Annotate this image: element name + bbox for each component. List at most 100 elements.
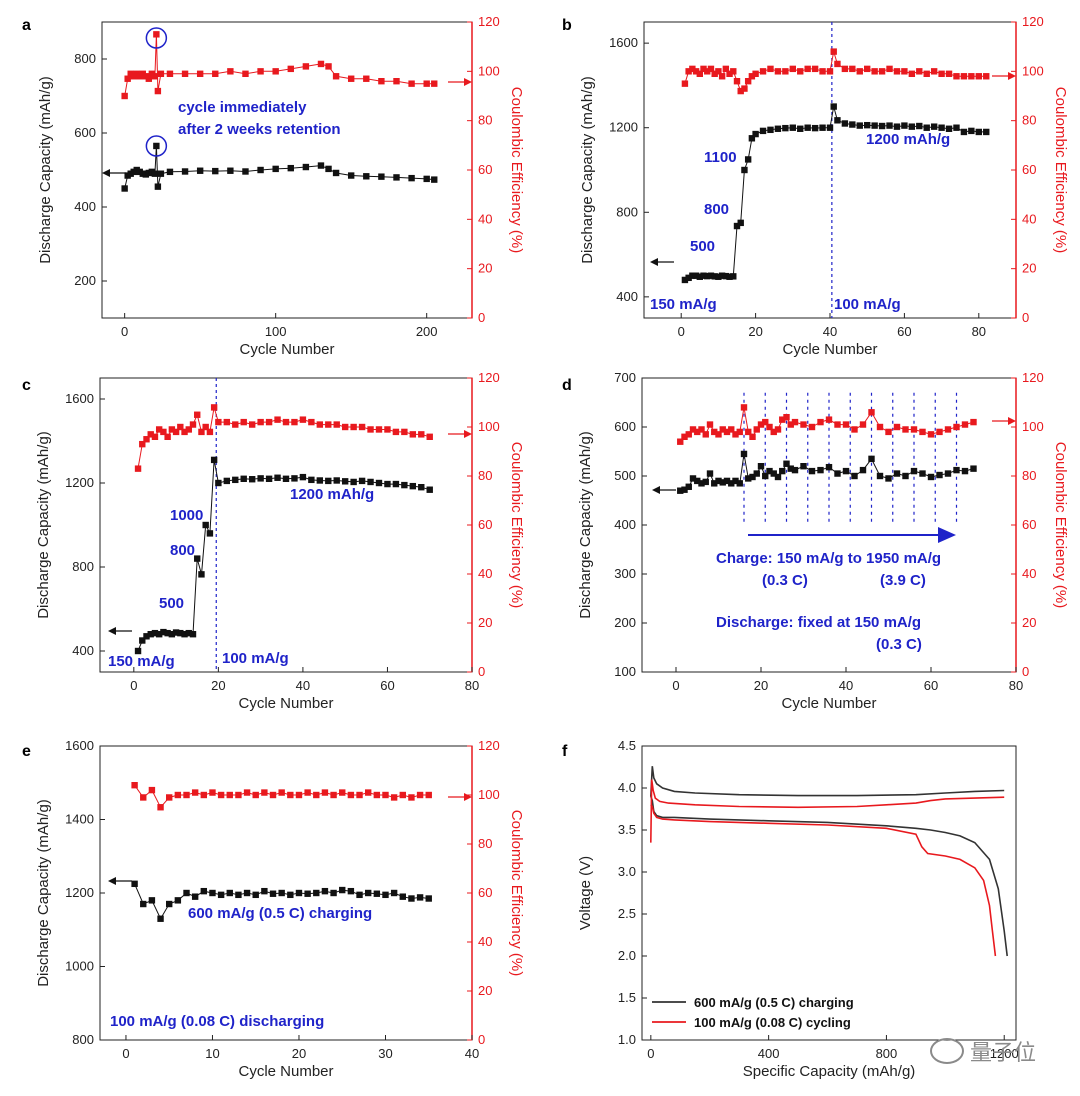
efficiency-point-c bbox=[189, 421, 197, 428]
efficiency-point-b bbox=[923, 70, 930, 77]
capacity-point-e bbox=[416, 894, 424, 901]
capacity-point-e bbox=[287, 891, 294, 899]
efficiency-point-d bbox=[936, 428, 943, 436]
capacity-point-b bbox=[830, 103, 837, 110]
capacity-point-c bbox=[134, 647, 142, 655]
capacity-point-e bbox=[183, 889, 190, 897]
efficiency-point-a bbox=[393, 78, 400, 85]
capacity-point-c bbox=[375, 479, 383, 487]
y2-tick-label-c: 20 bbox=[478, 615, 492, 630]
efficiency-point-b bbox=[722, 65, 730, 73]
y2-axis-label-a: Coulombic Efficiency (%) bbox=[508, 87, 525, 253]
capacity-point-b bbox=[797, 125, 804, 132]
efficiency-point-a bbox=[363, 75, 370, 82]
y-tick-label-b: 800 bbox=[616, 204, 638, 219]
efficiency-point-e bbox=[295, 791, 303, 799]
capacity-point-b bbox=[681, 276, 689, 284]
efficiency-point-b bbox=[789, 65, 796, 73]
efficiency-point-b bbox=[744, 78, 752, 85]
efficiency-point-c bbox=[160, 428, 167, 436]
efficiency-point-a bbox=[347, 75, 355, 82]
y2-tick-label-c: 60 bbox=[478, 517, 492, 532]
watermark-text: 量子位 bbox=[970, 1040, 1037, 1065]
capacity-axis-arrowhead-b bbox=[650, 258, 658, 266]
capacity-point-b bbox=[733, 222, 741, 230]
efficiency-point-b bbox=[856, 68, 863, 75]
efficiency-point-c bbox=[341, 423, 349, 431]
capacity-point-d bbox=[842, 467, 850, 475]
capacity-point-c bbox=[181, 631, 188, 638]
efficiency-point-b bbox=[718, 73, 726, 80]
efficiency-point-c bbox=[265, 418, 273, 426]
efficiency-point-a bbox=[325, 63, 332, 70]
capacity-point-c bbox=[282, 475, 290, 482]
efficiency-point-c bbox=[384, 426, 391, 433]
efficiency-point-d bbox=[677, 438, 684, 445]
x-axis-label-b: Cycle Number bbox=[782, 341, 877, 358]
capacity-point-d bbox=[702, 478, 709, 486]
efficiency-point-c bbox=[181, 428, 188, 436]
capacity-point-b bbox=[916, 122, 923, 130]
capacity-point-a bbox=[257, 166, 264, 174]
capacity-point-d bbox=[970, 465, 977, 472]
efficiency-point-c bbox=[143, 436, 150, 443]
efficiency-point-a bbox=[332, 73, 340, 80]
y2-tick-label-d: 40 bbox=[1022, 566, 1036, 581]
efficiency-point-b bbox=[819, 68, 826, 75]
efficiency-point-b bbox=[774, 68, 782, 75]
capacity-line-a bbox=[124, 145, 435, 189]
capacity-point-d bbox=[749, 473, 756, 481]
capacity-point-c bbox=[189, 631, 197, 638]
efficiency-point-d bbox=[698, 426, 705, 433]
capacity-point-d bbox=[736, 480, 743, 487]
capacity-point-e bbox=[399, 893, 406, 900]
capacity-point-d bbox=[779, 467, 786, 475]
efficiency-point-b bbox=[830, 48, 837, 55]
efficiency-point-d bbox=[766, 423, 773, 431]
capacity-point-d bbox=[740, 450, 748, 458]
y2-tick-label-c: 120 bbox=[478, 370, 500, 385]
y2-tick-label-d: 100 bbox=[1022, 419, 1044, 434]
capacity-point-b bbox=[923, 124, 930, 131]
capacity-point-d bbox=[800, 463, 807, 470]
plot-e: 0 10 20 30 40 800 1000 1200 1400 1600 0 20 40 60 80 100… bbox=[35, 738, 525, 1080]
x-tick-label-d: 60 bbox=[924, 678, 938, 693]
voltage-curve-black bbox=[650, 796, 1008, 957]
capacity-point-a bbox=[154, 183, 162, 190]
efficiency-point-e bbox=[416, 791, 424, 799]
efficiency-point-e bbox=[226, 791, 233, 799]
capacity-point-b bbox=[901, 122, 908, 129]
x-tick-label-a: 0 bbox=[121, 324, 128, 339]
y-tick-label-c: 1600 bbox=[65, 391, 94, 406]
y2-tick-label-e: 20 bbox=[478, 983, 492, 998]
x-tick-label-e: 10 bbox=[205, 1046, 219, 1061]
y-tick-label-e: 800 bbox=[72, 1032, 94, 1047]
x-tick-label-b: 40 bbox=[823, 324, 837, 339]
efficiency-point-a bbox=[121, 92, 128, 100]
capacity-point-b bbox=[730, 273, 737, 280]
y-tick-label-f: 3.0 bbox=[618, 864, 636, 879]
efficiency-point-c bbox=[375, 426, 383, 433]
y2-tick-label-e: 120 bbox=[478, 738, 500, 753]
voltage-curve-red bbox=[650, 779, 1005, 843]
capacity-point-b bbox=[893, 123, 901, 130]
capacity-point-d bbox=[689, 475, 697, 482]
capacity-point-b bbox=[689, 272, 696, 279]
efficiency-point-e bbox=[313, 791, 320, 799]
capacity-point-c bbox=[341, 478, 349, 485]
rate-ramp-arrowhead bbox=[938, 527, 956, 543]
capacity-point-d bbox=[770, 470, 777, 477]
capacity-point-c bbox=[198, 571, 205, 578]
efficiency-point-b bbox=[826, 68, 834, 75]
efficiency-point-d bbox=[732, 431, 739, 438]
capacity-point-b bbox=[864, 121, 871, 129]
efficiency-point-e bbox=[390, 794, 398, 801]
efficiency-point-e bbox=[339, 789, 346, 796]
efficiency-point-c bbox=[299, 416, 307, 423]
y-tick-label-f: 1.5 bbox=[618, 990, 636, 1005]
capacity-point-b bbox=[945, 125, 953, 132]
capacity-point-b bbox=[700, 272, 707, 279]
efficiency-point-e bbox=[287, 791, 294, 799]
efficiency-point-e bbox=[399, 791, 406, 799]
capacity-axis-arrowhead-d bbox=[652, 486, 660, 494]
